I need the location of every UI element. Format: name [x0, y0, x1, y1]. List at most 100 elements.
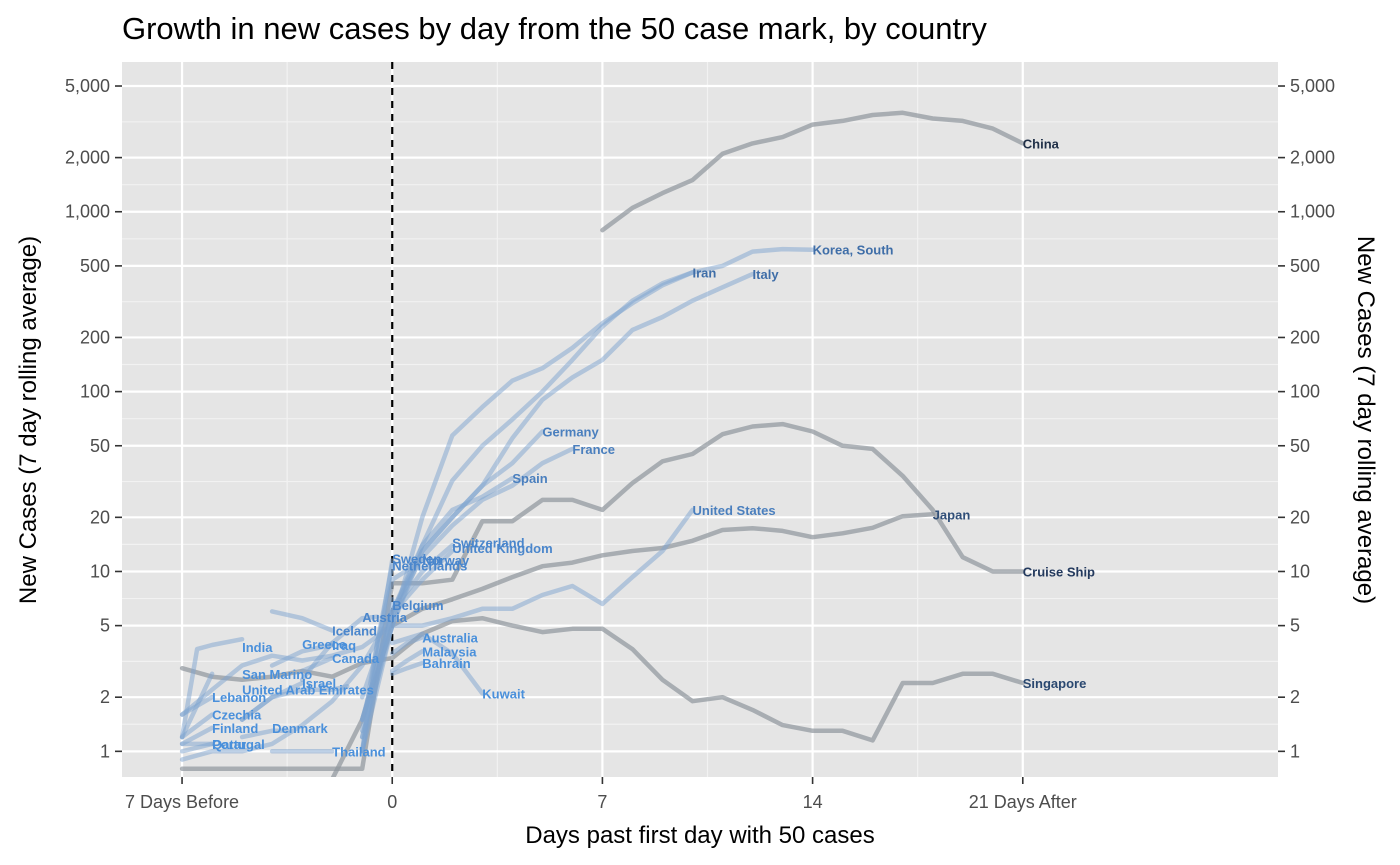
series-label-iceland: Iceland [332, 623, 377, 638]
y-tick-label-right: 1,000 [1290, 202, 1335, 222]
series-label-spain: Spain [512, 471, 547, 486]
series-label-singapore: Singapore [1023, 676, 1087, 691]
y-tick-label-right: 200 [1290, 327, 1320, 347]
series-line-denmark [239, 728, 290, 740]
series-line-united-states [179, 507, 695, 717]
series-label-greece: Greece [302, 637, 346, 652]
series-line-lebanon [179, 694, 215, 717]
series-label-korea-south: Korea, South [813, 243, 894, 258]
series-label-france: France [572, 442, 615, 457]
series-line-austria [329, 614, 380, 646]
series-labels: China Korea, South Iran Italy Germany France S… [212, 136, 1095, 759]
y-tick-label-right: 20 [1290, 507, 1310, 527]
series-label-israel: Israel [302, 676, 336, 691]
series-line-australia [389, 635, 425, 656]
series-label-malaysia: Malaysia [422, 644, 477, 659]
series-line-czechia [179, 712, 215, 740]
y-tick-label-left: 20 [90, 507, 110, 527]
series-line-china [600, 110, 1026, 233]
axes: 7 Days Before 0 7 14 21 Days After 1 1 2 2 5 5 10 10… [65, 76, 1335, 812]
y-tick-label-left: 2 [100, 687, 110, 707]
series-lines [179, 110, 1026, 777]
series-line-india [179, 636, 245, 740]
y-tick-label-left: 500 [80, 256, 110, 276]
series-label-kuwait: Kuwait [482, 686, 525, 701]
series-line-belgium [359, 597, 395, 700]
series-line-bahrain [389, 660, 425, 677]
series-label-denmark: Denmark [272, 721, 328, 736]
x-tick-label: 14 [803, 792, 823, 812]
series-label-portugal: Portugal [212, 737, 265, 752]
y-tick-label-left: 100 [80, 382, 110, 402]
series-label-united-arab-emirates: United Arab Emirates [242, 683, 374, 698]
y-tick-label-right: 5,000 [1290, 76, 1335, 96]
series-label-india: India [242, 640, 273, 655]
y-tick-label-left: 50 [90, 436, 110, 456]
series-line-singapore [179, 615, 1026, 743]
series-label-finland: Finland [212, 721, 258, 736]
y-tick-label-right: 2,000 [1290, 148, 1335, 168]
series-label-japan: Japan [933, 507, 971, 522]
y-tick-label-left: 5 [100, 616, 110, 636]
series-line-korea-south [359, 246, 815, 722]
series-line-canada [299, 655, 335, 674]
series-label-canada: Canada [332, 651, 380, 666]
series-line-netherlands [359, 563, 395, 734]
series-label-switzerland: Switzerland [452, 535, 524, 550]
series-label-italy: Italy [753, 267, 780, 282]
series-line-iraq [269, 642, 335, 668]
series-line-kuwait [389, 631, 485, 696]
series-line-iran [359, 270, 695, 740]
series-line-cruise-ship [179, 421, 1026, 772]
series-line-israel [239, 680, 305, 722]
series-line-united-kingdom [179, 548, 455, 762]
y-tick-label-right: 2 [1290, 687, 1300, 707]
series-line-iceland [269, 609, 335, 633]
series-label-thailand: Thailand [332, 744, 386, 759]
series-label-sweden: Sweden [392, 552, 441, 567]
x-tick-label: 0 [387, 792, 397, 812]
series-label-san-marino: San Marino [242, 667, 312, 682]
series-label-cruise-ship: Cruise Ship [1023, 564, 1095, 579]
y-tick-label-left: 10 [90, 561, 110, 581]
series-line-greece [299, 640, 335, 683]
series-label-united-kingdom: United Kingdom [452, 541, 552, 556]
y-tick-label-right: 100 [1290, 382, 1320, 402]
series-line-japan [330, 512, 935, 777]
series-label-belgium: Belgium [392, 598, 443, 613]
series-label-germany: Germany [542, 425, 599, 440]
series-label-bahrain: Bahrain [422, 656, 470, 671]
gridlines [122, 62, 1278, 777]
x-tick-label: 7 Days Before [125, 792, 239, 812]
series-line-switzerland [359, 542, 455, 754]
series-line-finland [179, 725, 215, 747]
x-axis-title: Days past first day with 50 cases [525, 822, 874, 849]
y-tick-label-right: 10 [1290, 561, 1310, 581]
series-label-norway: Norway [422, 553, 470, 568]
x-tick-label: 7 [597, 792, 607, 812]
x-tick-label: 21 Days After [969, 792, 1077, 812]
series-label-czechia: Czechia [212, 708, 262, 723]
y-tick-label-right: 1 [1290, 741, 1300, 761]
y-tick-label-right: 500 [1290, 256, 1320, 276]
series-label-iran: Iran [692, 265, 716, 280]
series-label-austria: Austria [362, 610, 408, 625]
y-tick-label-right: 5 [1290, 616, 1300, 636]
y-axis-title-left: New Cases (7 day rolling average) [15, 236, 42, 604]
series-label-australia: Australia [422, 630, 478, 645]
y-tick-label-left: 2,000 [65, 148, 110, 168]
series-label-iraq: Iraq [332, 638, 356, 653]
y-tick-label-left: 1,000 [65, 202, 110, 222]
series-label-united-states: United States [692, 503, 775, 518]
y-tick-label-left: 5,000 [65, 76, 110, 96]
series-label-china: China [1023, 136, 1060, 151]
y-axis-title-right: New Cases (7 day rolling average) [1352, 236, 1379, 604]
series-line-malaysia [389, 649, 425, 674]
series-label-netherlands: Netherlands [392, 558, 467, 573]
series-label-lebanon: Lebanon [212, 690, 266, 705]
series-label-qatar: Qatar [212, 737, 246, 752]
y-tick-label-left: 200 [80, 327, 110, 347]
y-tick-label-right: 50 [1290, 436, 1310, 456]
chart-title: Growth in new cases by day from the 50 c… [122, 11, 987, 46]
